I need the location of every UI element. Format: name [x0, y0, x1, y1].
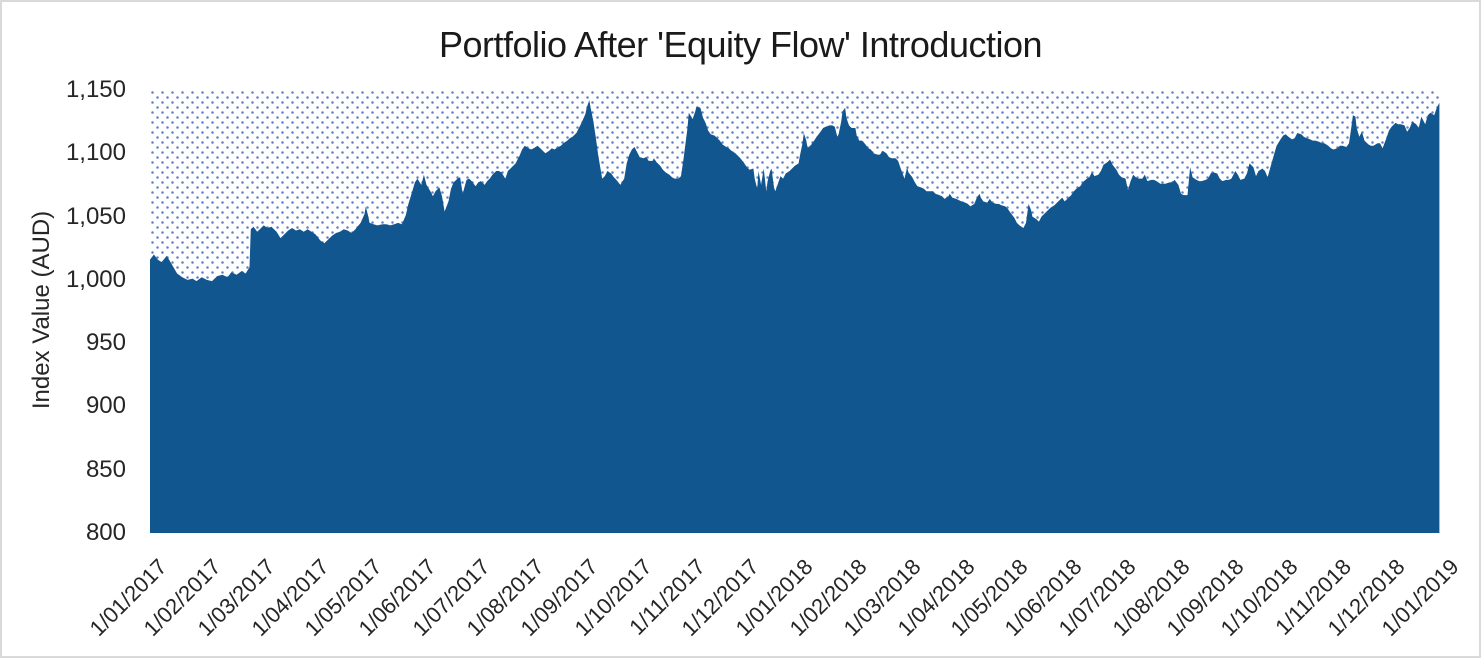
y-tick-label: 850: [85, 455, 126, 483]
plot-area: [150, 90, 1442, 533]
area-series: [150, 100, 1440, 533]
y-tick-label: 950: [85, 329, 126, 357]
y-axis-title: Index Value (AUD): [28, 210, 55, 410]
y-tick-label: 1,000: [65, 265, 126, 293]
y-tick-label: 800: [85, 519, 126, 546]
y-tick-label: 1,100: [65, 139, 126, 167]
y-tick-label: 1,050: [65, 202, 126, 230]
area-chart-svg: [150, 90, 1440, 533]
chart-title: Portfolio After 'Equity Flow' Introducti…: [438, 24, 1043, 65]
y-tick-label: 900: [85, 392, 126, 420]
y-tick-label: 1,150: [65, 76, 126, 103]
